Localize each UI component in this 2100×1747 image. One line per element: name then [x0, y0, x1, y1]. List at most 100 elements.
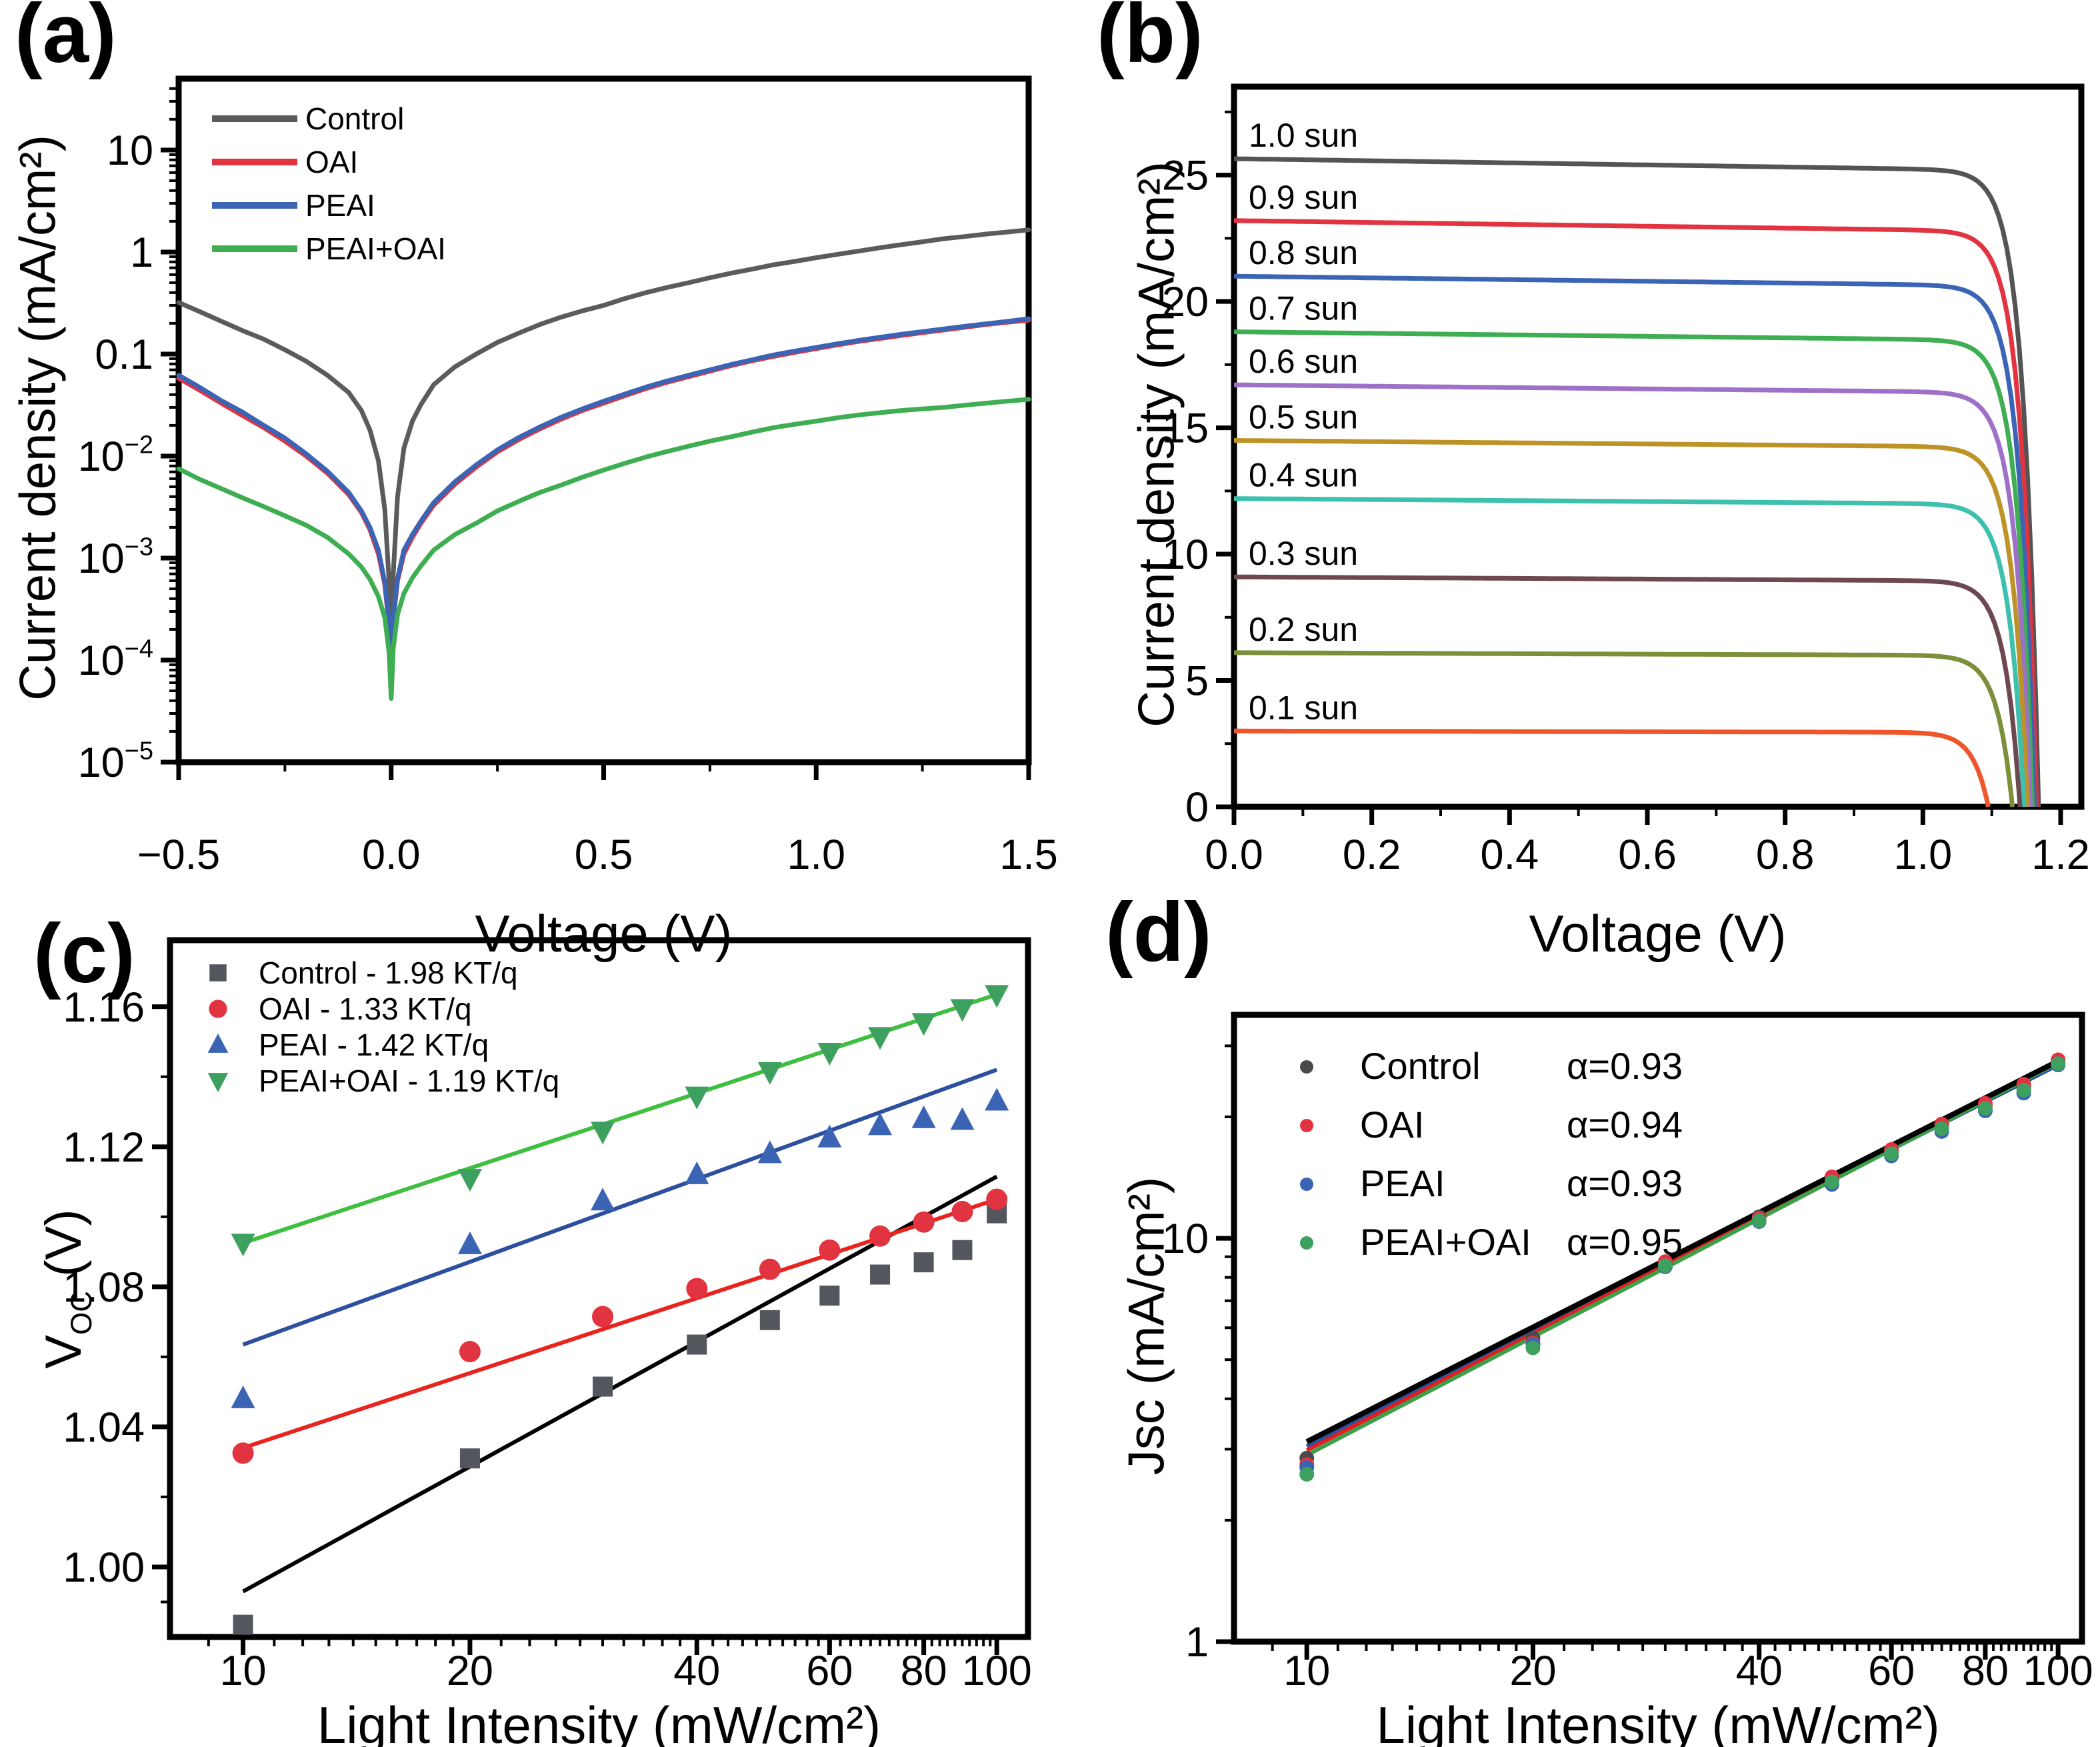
svg-text:10: 10: [107, 127, 153, 174]
voc-label-sub: OC: [65, 1290, 99, 1336]
svg-text:0.1: 0.1: [95, 331, 153, 378]
svg-text:Control: Control: [305, 101, 404, 136]
svg-text:1.00: 1.00: [63, 1544, 145, 1591]
sun-label: 0.2 sun: [1249, 611, 1358, 648]
curve-0.4-sun: [1234, 496, 2027, 807]
svg-text:α=0.95: α=0.95: [1567, 1221, 1683, 1263]
sun-label: 0.7 sun: [1249, 290, 1358, 327]
svg-text:0.0: 0.0: [362, 831, 421, 878]
fit-line-peai: [242, 1068, 998, 1347]
fit-line-peai+oai: [242, 992, 998, 1246]
svg-text:10−5: 10−5: [78, 737, 153, 786]
svg-text:25: 25: [1162, 153, 1209, 199]
svg-text:0: 0: [1185, 784, 1209, 831]
sun-label: 0.4 sun: [1249, 457, 1358, 494]
panel-d-x-axis-title: Light Intensity (mW/cm²): [1376, 1696, 1940, 1747]
curve-peai+oai: [176, 397, 1031, 701]
svg-text:20: 20: [447, 1648, 493, 1694]
voc-label-v: V: [35, 1335, 92, 1369]
panel-d-plot: 10 20 40 60 80 100 10 1 Control α=0.93 OAI α=0.94 PE…: [1162, 1012, 2093, 1694]
panel-d-letter: (d): [1105, 886, 1212, 979]
svg-text:PEAI+OAI: PEAI+OAI: [1360, 1221, 1531, 1263]
svg-text:10−4: 10−4: [78, 635, 153, 684]
panel-b-plot: 0.0 0.2 0.4 0.6 0.8 1.0 1.2 0 5 10 15 20 25 1.0 sun 0.…: [1162, 83, 2090, 878]
svg-text:1: 1: [130, 229, 153, 276]
svg-text:OAI: OAI: [305, 145, 358, 179]
svg-text:PEAI - 1.42 KT/q: PEAI - 1.42 KT/q: [259, 1028, 489, 1062]
fit-line-control: [1305, 1058, 2059, 1444]
svg-text:0.4: 0.4: [1481, 831, 1539, 878]
curve-0.1-sun: [1234, 728, 1991, 807]
curve-0.9-sun: [1233, 218, 2039, 807]
fit-line-peai+oai: [1305, 1061, 2059, 1457]
svg-text:40: 40: [673, 1648, 720, 1694]
svg-text:−0.5: −0.5: [137, 831, 220, 878]
svg-text:1.04: 1.04: [63, 1404, 145, 1451]
sun-label: 0.3 sun: [1249, 535, 1358, 572]
svg-text:PEAI+OAI: PEAI+OAI: [305, 231, 446, 266]
svg-text:α=0.94: α=0.94: [1567, 1104, 1683, 1146]
svg-text:20: 20: [1509, 1648, 1556, 1694]
svg-text:1.08: 1.08: [63, 1264, 145, 1311]
svg-text:OAI: OAI: [1360, 1104, 1424, 1146]
svg-text:80: 80: [1962, 1648, 2009, 1694]
svg-text:0.0: 0.0: [1205, 831, 1263, 878]
svg-text:1: 1: [1185, 1619, 1209, 1666]
svg-text:10: 10: [220, 1648, 267, 1694]
panel-b-y-axis-title: Current density (mA/cm²): [1128, 161, 1185, 727]
sun-label: 0.9 sun: [1249, 179, 1358, 216]
curve-control: [176, 227, 1031, 617]
voc-label-unit: (V): [35, 1209, 92, 1291]
svg-text:α=0.93: α=0.93: [1567, 1045, 1683, 1087]
svg-text:10: 10: [1283, 1648, 1330, 1694]
curve-0.7-sun: [1234, 329, 2035, 807]
sun-label: 0.1 sun: [1249, 689, 1358, 726]
panel-c-letter: (c): [33, 908, 135, 1000]
svg-text:PEAI: PEAI: [1360, 1162, 1445, 1204]
svg-text:1.2: 1.2: [2031, 831, 2090, 878]
svg-text:80: 80: [901, 1648, 947, 1694]
curve-0.3-sun: [1234, 574, 2023, 807]
panel-c-plot: 10 20 40 60 80 100 1.16 1.12 1.08 1.04 1.00 Control…: [63, 937, 1032, 1694]
panel-a-x-axis-title: Voltage (V): [475, 904, 733, 963]
svg-text:1.0: 1.0: [1894, 831, 1953, 878]
svg-text:5: 5: [1185, 658, 1209, 705]
curve-oai: [176, 317, 1031, 661]
svg-text:10: 10: [1162, 1216, 1209, 1262]
sun-label: 1.0 sun: [1249, 117, 1358, 154]
svg-text:1.16: 1.16: [63, 984, 145, 1031]
svg-text:10: 10: [1162, 531, 1209, 578]
curve-0.2-sun: [1233, 650, 2015, 807]
curve-0.5-sun: [1233, 438, 2030, 807]
panel-b-x-axis-title: Voltage (V): [1529, 904, 1787, 963]
svg-text:PEAI+OAI - 1.19 KT/q: PEAI+OAI - 1.19 KT/q: [259, 1064, 559, 1098]
curve-0.8-sun: [1233, 273, 2037, 807]
svg-text:15: 15: [1162, 405, 1209, 452]
panel-b-letter: (b): [1097, 0, 1203, 80]
panel-a-letter: (a): [15, 0, 117, 80]
panel-c-x-axis-title: Light Intensity (mW/cm²): [317, 1696, 881, 1747]
svg-text:60: 60: [1868, 1648, 1915, 1694]
sun-label: 0.6 sun: [1249, 343, 1358, 380]
svg-text:α=0.93: α=0.93: [1567, 1162, 1683, 1204]
svg-text:Control - 1.98 KT/q: Control - 1.98 KT/q: [259, 956, 518, 990]
svg-text:20: 20: [1162, 279, 1209, 325]
sun-label: 0.8 sun: [1249, 234, 1358, 271]
svg-text:PEAI: PEAI: [305, 188, 375, 223]
svg-text:100: 100: [962, 1648, 1032, 1694]
svg-text:0.8: 0.8: [1756, 831, 1815, 878]
svg-text:1.12: 1.12: [63, 1124, 145, 1171]
svg-text:Control: Control: [1360, 1045, 1481, 1087]
curve-0.6-sun: [1234, 382, 2033, 807]
panel-c-y-axis-title: VOC (V): [35, 889, 99, 1689]
svg-text:60: 60: [806, 1648, 853, 1694]
panel-a-plot: −0.5 0.0 0.5 1.0 1.5 10 1 0.1 10−2 10−3 10−4 10−5 Co…: [78, 75, 1058, 878]
svg-text:100: 100: [2023, 1648, 2093, 1694]
svg-text:1.5: 1.5: [999, 831, 1058, 878]
svg-text:0.6: 0.6: [1618, 831, 1677, 878]
curve-peai: [176, 316, 1031, 673]
svg-text:1.0: 1.0: [787, 831, 845, 878]
sun-label: 0.5 sun: [1249, 399, 1358, 436]
